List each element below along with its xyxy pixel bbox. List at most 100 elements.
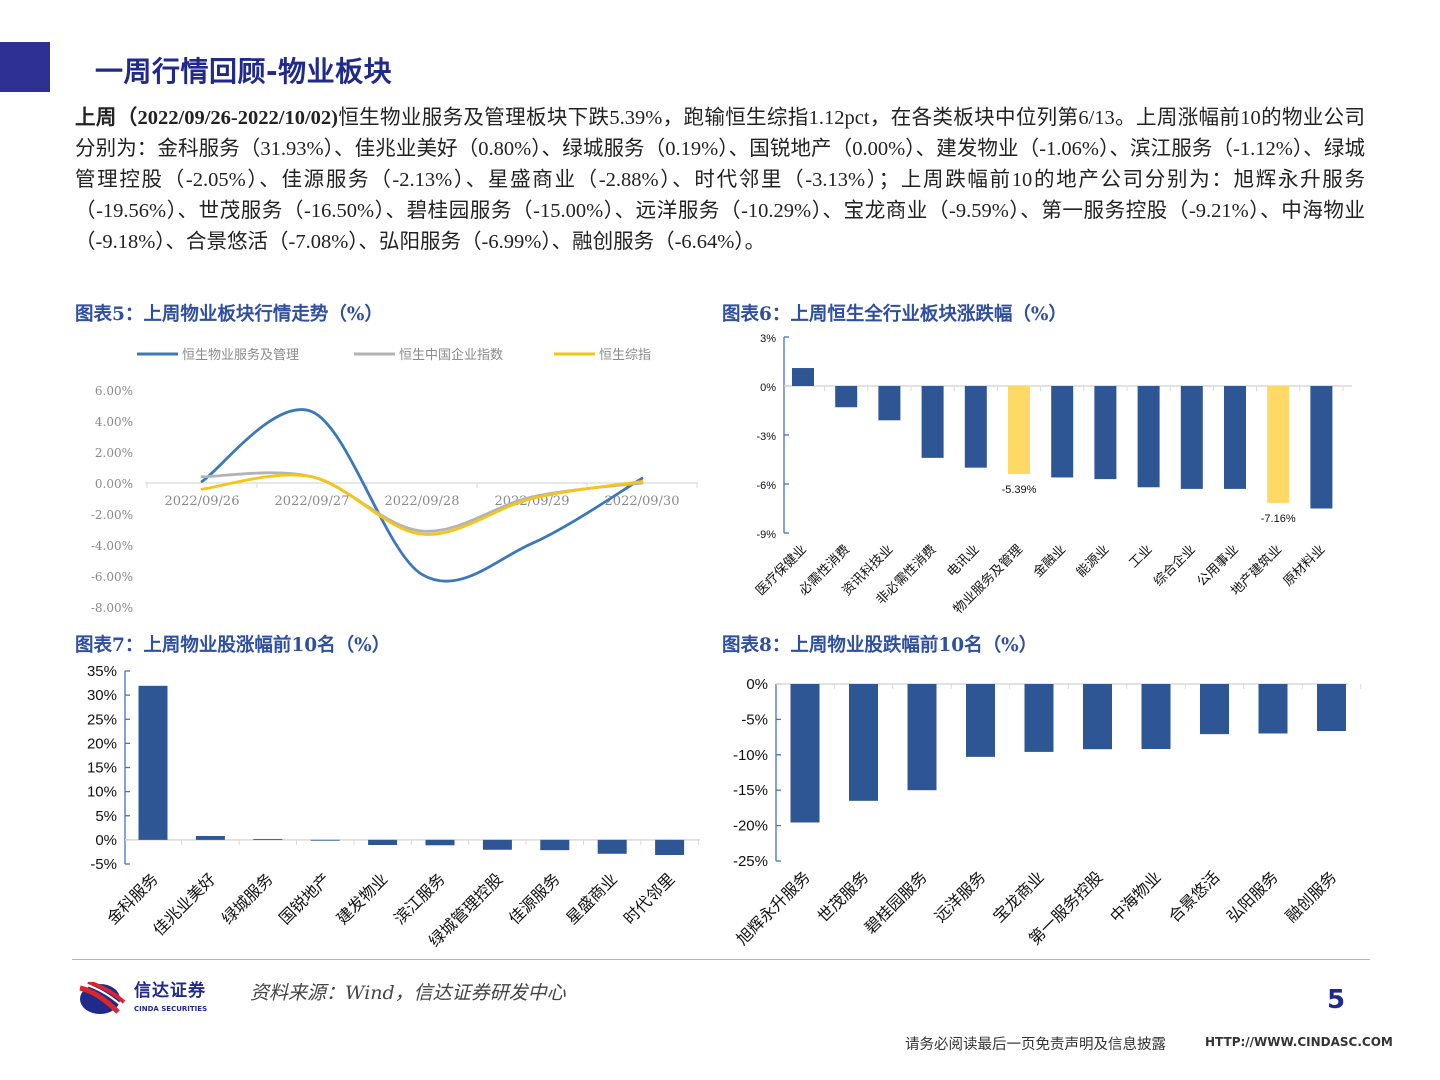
y-tick-label: -4.00% <box>91 539 133 553</box>
bar-综合企业 <box>1180 386 1203 489</box>
x-category-label: 2022/09/30 <box>605 494 680 509</box>
summary-paragraph: 上周（2022/09/26-2022/10/02)恒生物业服务及管理板块下跌5.… <box>75 103 1365 258</box>
website-link[interactable]: HTTP://WWW.CINDASC.COM <box>1205 1035 1393 1049</box>
bar-旭辉永升服务 <box>790 684 820 823</box>
y-tick-label: 5% <box>95 808 117 825</box>
chart-title-fig5: 图表5：上周物业板块行情走势（%） <box>75 304 383 325</box>
bar-滨江服务 <box>425 839 455 846</box>
y-tick-label: -20% <box>733 818 768 835</box>
summary-lead: 上周（2022/09/26-2022/10/02) <box>75 107 338 129</box>
chart-title-fig6: 图表6：上周恒生全行业板块涨跌幅（%） <box>722 304 1067 325</box>
disclaimer-text: 请务必阅读最后一页免责声明及信息披露 <box>905 1037 1166 1053</box>
bar-能源业 <box>1094 386 1117 480</box>
bar-国锐地产 <box>310 839 340 841</box>
logo-text-en: CINDA SECURITIES <box>134 1005 208 1013</box>
y-tick-label: 35% <box>87 663 117 680</box>
data-label: -7.16% <box>1261 513 1296 525</box>
y-tick-label: 0% <box>746 676 768 693</box>
bar-医疗保健业 <box>792 368 814 386</box>
bar-必需性消费 <box>835 386 858 408</box>
y-tick-label: 0% <box>95 832 117 849</box>
y-tick-label: 0.00% <box>95 477 133 491</box>
cinda-logo-icon <box>79 982 126 1014</box>
y-tick-label: -6% <box>756 480 776 492</box>
legend-label: 恒生物业服务及管理 <box>182 347 299 363</box>
y-tick-label: -15% <box>733 782 768 799</box>
footer-divider <box>72 959 1370 960</box>
bar-金融业 <box>1051 386 1074 478</box>
bar-公用事业 <box>1224 386 1246 489</box>
x-category-label: 弘阳服务 <box>1223 867 1282 926</box>
x-category-label: 宝龙商业 <box>989 867 1048 926</box>
y-tick-label: 4.00% <box>95 415 133 429</box>
bar-地产建筑业 <box>1267 386 1290 503</box>
bar-建发物业 <box>368 839 398 845</box>
bar-世茂服务 <box>849 684 878 801</box>
summary-body: 恒生物业服务及管理板块下跌5.39%，跑输恒生综指1.12pct，在各类板块中位… <box>75 107 1365 253</box>
bar-远洋服务 <box>966 684 995 757</box>
page-title: 一周行情回顾-物业板块 <box>95 55 393 88</box>
x-category-label: 合景悠活 <box>1165 867 1224 926</box>
bar-原材料业 <box>1310 386 1333 509</box>
logo-text-cn: 信达证券 <box>134 981 206 1001</box>
bar-资讯科技业 <box>878 386 901 421</box>
bar-佳兆业美好 <box>195 836 225 840</box>
bar-金科服务 <box>138 685 168 840</box>
x-category-label: 2022/09/28 <box>385 494 460 509</box>
y-tick-label: -9% <box>756 529 776 541</box>
bar-弘阳服务 <box>1258 684 1288 734</box>
y-tick-label: 25% <box>87 711 117 728</box>
y-tick-label: -3% <box>756 431 776 443</box>
x-category-label: 碧桂园服务 <box>861 867 931 937</box>
y-tick-label: 20% <box>87 735 117 752</box>
x-category-label: 中海物业 <box>1106 867 1165 926</box>
legend-label: 恒生中国企业指数 <box>399 347 503 363</box>
bar-佳源服务 <box>540 839 570 851</box>
corner-accent-block <box>0 42 50 92</box>
bar-电讯业 <box>964 386 987 468</box>
bar-物业服务及管理 <box>1008 386 1030 475</box>
x-category-label: 远洋服务 <box>931 867 990 926</box>
bar-碧桂园服务 <box>907 684 937 791</box>
bar-时代邻里 <box>655 839 685 855</box>
y-tick-label: 30% <box>87 687 117 704</box>
bar-中海物业 <box>1141 684 1171 749</box>
y-tick-label: -8.00% <box>91 601 133 615</box>
y-tick-label: 0% <box>760 382 776 394</box>
x-category-label: 世茂服务 <box>814 867 873 926</box>
bar-星盛商业 <box>597 839 627 854</box>
series-line-0 <box>200 408 644 583</box>
x-category-label: 旭辉永升服务 <box>733 867 814 948</box>
chart-title-fig8: 图表8：上周物业股跌幅前10名（%） <box>722 635 1038 656</box>
x-category-label: 2022/09/26 <box>165 494 240 509</box>
bar-宝龙商业 <box>1024 684 1054 752</box>
data-source: 资料来源：Wind，信达证券研发中心 <box>250 982 566 1004</box>
page-number: 5 <box>1327 985 1346 1015</box>
bar-融创服务 <box>1317 684 1346 732</box>
x-category-label: 融创服务 <box>1282 867 1341 926</box>
y-tick-label: -5% <box>90 856 117 873</box>
bar-非必需性消费 <box>921 386 944 458</box>
y-tick-label: 10% <box>87 784 117 801</box>
chart-title-fig7: 图表7：上周物业股涨幅前10名（%） <box>75 635 391 656</box>
x-category-label: 2022/09/27 <box>275 494 350 509</box>
y-tick-label: 6.00% <box>95 384 133 398</box>
bar-绿城服务 <box>253 838 283 840</box>
y-tick-label: -5% <box>741 711 768 728</box>
y-tick-label: 15% <box>87 760 117 777</box>
y-tick-label: 3% <box>760 333 776 345</box>
bar-工业 <box>1137 386 1160 488</box>
bar-第一服务控股 <box>1083 684 1112 750</box>
y-tick-label: -25% <box>733 853 768 870</box>
bar-合景悠活 <box>1200 684 1229 735</box>
y-tick-label: -2.00% <box>91 508 133 522</box>
y-tick-label: -6.00% <box>91 570 133 584</box>
y-tick-label: 2.00% <box>95 446 133 460</box>
data-label: -5.39% <box>1002 484 1037 496</box>
legend-label: 恒生综指 <box>599 348 651 363</box>
bar-绿城管理控股 <box>482 839 512 850</box>
